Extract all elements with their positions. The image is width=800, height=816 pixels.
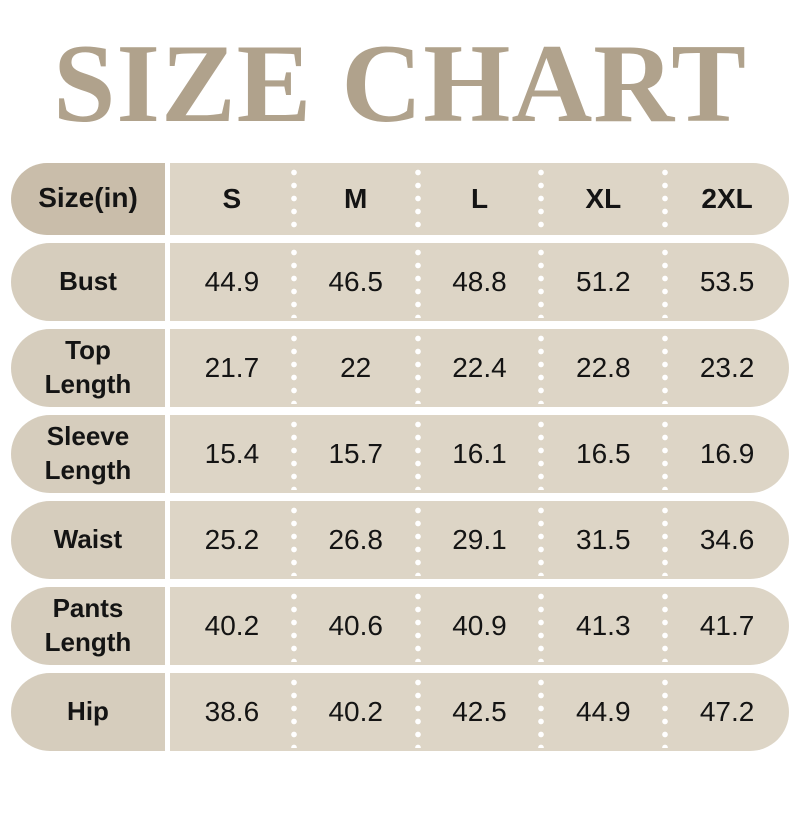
cell-value: 15.7 bbox=[289, 415, 418, 493]
row-data: 44.9 46.5 48.8 51.2 53.5 bbox=[170, 242, 789, 321]
table-row-waist: Waist 25.2 26.8 29.1 31.5 34.6 bbox=[11, 500, 789, 579]
cell-value: 16.9 bbox=[661, 415, 789, 493]
cell-value: 34.6 bbox=[661, 501, 789, 579]
cell-value: 51.2 bbox=[537, 243, 665, 321]
cell-value: 41.7 bbox=[661, 587, 789, 665]
row-label: Waist bbox=[11, 500, 165, 579]
cell-value: 16.5 bbox=[537, 415, 665, 493]
column-header-2xl: 2XL bbox=[661, 163, 789, 235]
cell-value: 40.9 bbox=[413, 587, 542, 665]
table-row-top-length: Top Length 21.7 22 22.4 22.8 23.2 bbox=[11, 328, 789, 407]
row-label: Top Length bbox=[11, 328, 165, 407]
cell-value: 47.2 bbox=[661, 673, 789, 751]
row-data: 15.4 15.7 16.1 16.5 16.9 bbox=[170, 414, 789, 493]
column-header-l: L bbox=[413, 163, 542, 235]
row-label: Sleeve Length bbox=[11, 414, 165, 493]
cell-value: 44.9 bbox=[204, 265, 260, 297]
cell-value: 48.8 bbox=[413, 243, 542, 321]
corner-label: Size(in) bbox=[11, 162, 165, 235]
cell-value: 41.3 bbox=[537, 587, 665, 665]
size-chart-page: SIZE CHART Size(in) S M L XL 2XL Bust 44… bbox=[0, 16, 800, 816]
row-data: 38.6 40.2 42.5 44.9 47.2 bbox=[170, 672, 789, 751]
table-row-hip: Hip 38.6 40.2 42.5 44.9 47.2 bbox=[11, 672, 789, 751]
row-label: Hip bbox=[11, 672, 165, 751]
table-header-row: Size(in) S M L XL 2XL bbox=[11, 162, 789, 235]
column-header-m: M bbox=[289, 163, 418, 235]
cell-value: 46.5 bbox=[289, 243, 418, 321]
cell-value: 15.4 bbox=[204, 437, 260, 469]
cell-value: 23.2 bbox=[661, 329, 789, 407]
cell-value: 29.1 bbox=[413, 501, 542, 579]
column-header-xl: XL bbox=[537, 163, 665, 235]
cell-value: 25.2 bbox=[204, 523, 260, 555]
row-data: 40.2 40.6 40.9 41.3 41.7 bbox=[170, 586, 789, 665]
cell-value: 42.5 bbox=[413, 673, 542, 751]
cell-value: 26.8 bbox=[289, 501, 418, 579]
table-row-bust: Bust 44.9 46.5 48.8 51.2 53.5 bbox=[11, 242, 789, 321]
cell-value: 16.1 bbox=[413, 415, 542, 493]
cell-value: 38.6 bbox=[204, 695, 260, 727]
row-label: Bust bbox=[11, 242, 165, 321]
cell-value: 40.2 bbox=[204, 609, 260, 641]
cell-value: 44.9 bbox=[537, 673, 665, 751]
cell-value: 22 bbox=[289, 329, 418, 407]
page-title: SIZE CHART bbox=[53, 22, 747, 146]
table-row-sleeve-length: Sleeve Length 15.4 15.7 16.1 16.5 16.9 bbox=[11, 414, 789, 493]
row-label: Pants Length bbox=[11, 586, 165, 665]
cell-value: 40.6 bbox=[289, 587, 418, 665]
cell-value: 31.5 bbox=[537, 501, 665, 579]
cell-value: 40.2 bbox=[289, 673, 418, 751]
size-table: Size(in) S M L XL 2XL Bust 44.9 46.5 48.… bbox=[11, 162, 789, 751]
table-row-pants-length: Pants Length 40.2 40.6 40.9 41.3 41.7 bbox=[11, 586, 789, 665]
header-data: S M L XL 2XL bbox=[170, 162, 789, 235]
column-header-s: S bbox=[222, 182, 242, 214]
cell-value: 22.4 bbox=[413, 329, 542, 407]
cell-value: 22.8 bbox=[537, 329, 665, 407]
cell-value: 53.5 bbox=[661, 243, 789, 321]
row-data: 21.7 22 22.4 22.8 23.2 bbox=[170, 328, 789, 407]
row-data: 25.2 26.8 29.1 31.5 34.6 bbox=[170, 500, 789, 579]
cell-value: 21.7 bbox=[204, 351, 260, 383]
